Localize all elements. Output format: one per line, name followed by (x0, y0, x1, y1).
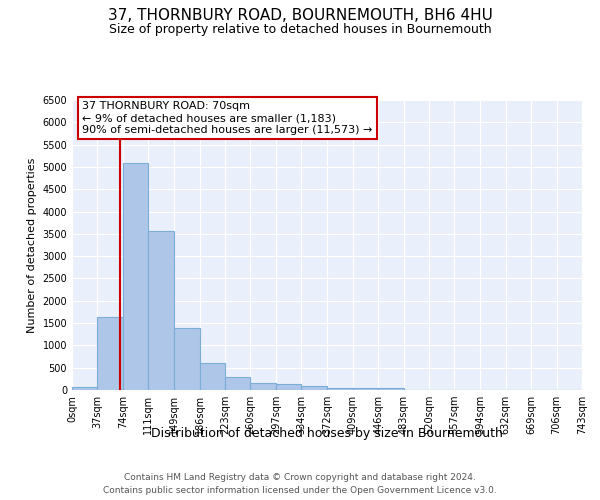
Text: Contains HM Land Registry data © Crown copyright and database right 2024.
Contai: Contains HM Land Registry data © Crown c… (103, 474, 497, 495)
Text: Distribution of detached houses by size in Bournemouth: Distribution of detached houses by size … (151, 428, 503, 440)
Bar (123, 164, 148, 390)
Bar (378, 388, 404, 390)
Text: Size of property relative to detached houses in Bournemouth: Size of property relative to detached ho… (109, 22, 491, 36)
Bar (276, 384, 301, 390)
Bar (301, 386, 328, 390)
Bar (174, 328, 200, 390)
Text: 37 THORNBURY ROAD: 70sqm
← 9% of detached houses are smaller (1,183)
90% of semi: 37 THORNBURY ROAD: 70sqm ← 9% of detache… (82, 102, 373, 134)
Y-axis label: Number of detached properties: Number of detached properties (27, 158, 37, 332)
Bar (328, 388, 353, 390)
Bar (200, 363, 225, 390)
Bar (250, 383, 276, 390)
Bar (353, 388, 378, 390)
Bar (97, 317, 123, 390)
Bar (225, 376, 250, 390)
Bar (148, 230, 174, 390)
Bar (72, 386, 97, 390)
Text: 37, THORNBURY ROAD, BOURNEMOUTH, BH6 4HU: 37, THORNBURY ROAD, BOURNEMOUTH, BH6 4HU (107, 8, 493, 22)
